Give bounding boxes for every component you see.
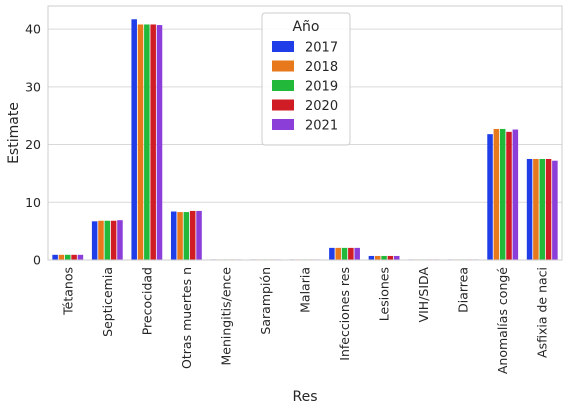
y-tick-label: 40 [25, 22, 41, 37]
bar-2018 [58, 254, 65, 260]
x-tick-label: Otras muertes n [179, 267, 194, 369]
bar-2021 [354, 247, 360, 260]
legend-swatch [272, 80, 294, 91]
bar-2021 [77, 254, 84, 260]
bar-2020 [545, 158, 552, 260]
bar-2019 [499, 128, 506, 260]
y-axis-ticks: 0 10 20 30 40 [25, 22, 41, 268]
x-tick-label: Infecciones res [337, 267, 352, 361]
y-axis-title: Estimate [6, 102, 22, 164]
y-tick-label: 20 [25, 137, 41, 152]
x-axis-title: Res [292, 389, 317, 405]
plot-frame [47, 5, 563, 261]
bar-2019 [539, 158, 545, 260]
bar-2021 [393, 255, 400, 260]
bar-2018 [493, 128, 500, 260]
x-tick-label: VIH/SIDA [416, 267, 431, 323]
bar-2019 [104, 220, 111, 260]
y-tick-label: 10 [25, 195, 41, 210]
legend-swatch [272, 99, 294, 111]
bar-2019 [144, 24, 150, 260]
bar-2019 [381, 255, 387, 260]
bar-2017 [91, 221, 98, 260]
bar-2020 [110, 220, 117, 260]
y-tick-label: 0 [33, 253, 41, 268]
bar-2021 [117, 220, 123, 260]
legend-swatch [272, 60, 294, 72]
bar-2020 [348, 247, 354, 260]
legend-label: 2020 [305, 99, 338, 114]
bar-2017 [170, 211, 177, 260]
plot-border [47, 5, 563, 261]
x-tick-label: Anomalías congé [495, 267, 510, 374]
legend-title: Año [292, 19, 319, 35]
bar-2019 [65, 254, 71, 260]
bar-2017 [368, 255, 375, 260]
legend-swatch [272, 41, 294, 52]
bar-2021 [196, 210, 202, 260]
bar-2021 [552, 160, 558, 260]
bar-2021 [156, 25, 163, 260]
legend-items: 2017 2018 2019 2020 2021 [272, 41, 338, 134]
x-tick-label: Asfixia de naci [535, 267, 550, 358]
bar-2017 [487, 134, 493, 260]
legend-label: 2019 [305, 80, 338, 95]
x-tick-label: Sarampión [258, 267, 273, 335]
bar-2020 [506, 131, 512, 260]
x-tick-label: Lesiones [377, 267, 392, 321]
bar-2018 [374, 255, 381, 260]
bar-2020 [150, 24, 156, 260]
legend-label: 2018 [305, 60, 338, 75]
bar-2017 [52, 254, 58, 260]
bar-2018 [177, 212, 183, 260]
x-tick-label: Malaria [298, 267, 313, 313]
bar-2017 [329, 247, 335, 260]
x-tick-label: Meningitis/ence [218, 267, 233, 366]
bar-2018 [137, 24, 144, 260]
bar-2020 [71, 254, 77, 260]
x-tick-label: Diarrea [456, 267, 471, 313]
y-tick-label: 30 [25, 79, 41, 94]
bar-2020 [189, 210, 196, 260]
bar-2019 [341, 247, 348, 260]
bar-2020 [387, 255, 394, 260]
bar-2017 [526, 158, 533, 260]
bar-2019 [183, 212, 190, 260]
bars [52, 19, 558, 261]
legend-swatch [272, 119, 294, 130]
x-tick-label: Precocidad [139, 267, 154, 335]
legend: Año 2017 2018 2019 2020 2021 [261, 12, 351, 146]
bar-2018 [533, 158, 539, 260]
bar-2021 [512, 129, 519, 260]
bar-2017 [131, 19, 137, 261]
x-axis-ticks: Tétanos Septicemia Precocidad Otras muertes… [60, 267, 549, 375]
x-tick-label: Septicemia [100, 267, 115, 337]
legend-label: 2021 [305, 119, 338, 134]
legend-label: 2017 [305, 41, 338, 56]
bar-2018 [335, 247, 341, 260]
x-tick-label: Tétanos [60, 267, 75, 316]
bar-2018 [98, 220, 104, 260]
